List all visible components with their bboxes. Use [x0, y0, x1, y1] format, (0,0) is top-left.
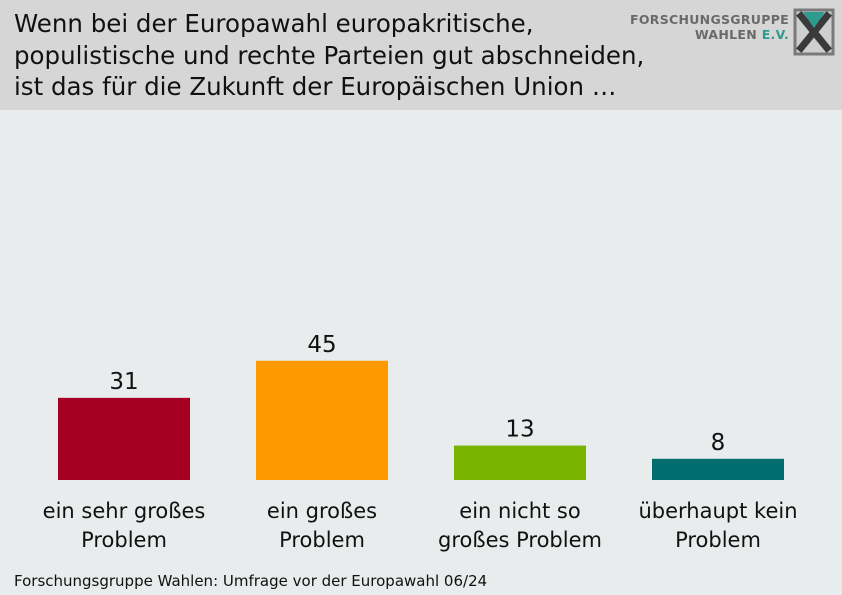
logo-text-wahlen: WAHLEN [694, 27, 762, 42]
category-label-line: ein nicht so [459, 499, 581, 523]
title-line-3: ist das für die Zukunft der Europäischen… [14, 72, 617, 101]
title-line-2: populistische und rechte Parteien gut ab… [14, 40, 645, 70]
logo-text-line1: FORSCHUNGSGRUPPE [630, 12, 789, 27]
bar-value-label-2: 45 [307, 332, 336, 358]
logo-text-line2: WAHLEN E.V. [695, 27, 789, 42]
header-band [0, 0, 842, 110]
source-note: Forschungsgruppe Wahlen: Umfrage vor der… [14, 572, 488, 590]
category-label-line: Problem [81, 528, 167, 552]
ballot-x-icon [793, 8, 835, 56]
category-label-line: ein großes [266, 499, 378, 523]
bar-chart: 31 45 13 8 [58, 332, 784, 480]
category-label-line: ein sehr großes [42, 499, 206, 523]
bar-value-label-3: 13 [505, 417, 534, 443]
category-label-4: überhaupt kein Problem [618, 497, 818, 555]
title-line-1: Wenn bei der Europawahl europakritische, [14, 9, 534, 38]
bar-value-label-4: 8 [711, 430, 726, 456]
chart-title: Wenn bei der Europawahl europakritische,… [14, 8, 654, 103]
bar-value-label-1: 31 [109, 369, 138, 395]
category-label-2: ein großes Problem [222, 497, 422, 555]
bar-2 [256, 360, 388, 480]
bar-4 [652, 458, 784, 480]
category-label-1: ein sehr großes Problem [24, 497, 224, 555]
bar-3 [454, 445, 586, 480]
bar-1 [58, 397, 190, 480]
fgw-logo: FORSCHUNGSGRUPPE WAHLEN E.V. [630, 8, 835, 56]
logo-text-ev: E.V. [761, 27, 789, 42]
category-label-line: Problem [675, 528, 761, 552]
category-label-line: Problem [279, 528, 365, 552]
category-label-line: überhaupt kein [638, 499, 798, 523]
category-label-line: großes Problem [438, 528, 602, 552]
category-label-3: ein nicht so großes Problem [420, 497, 620, 555]
